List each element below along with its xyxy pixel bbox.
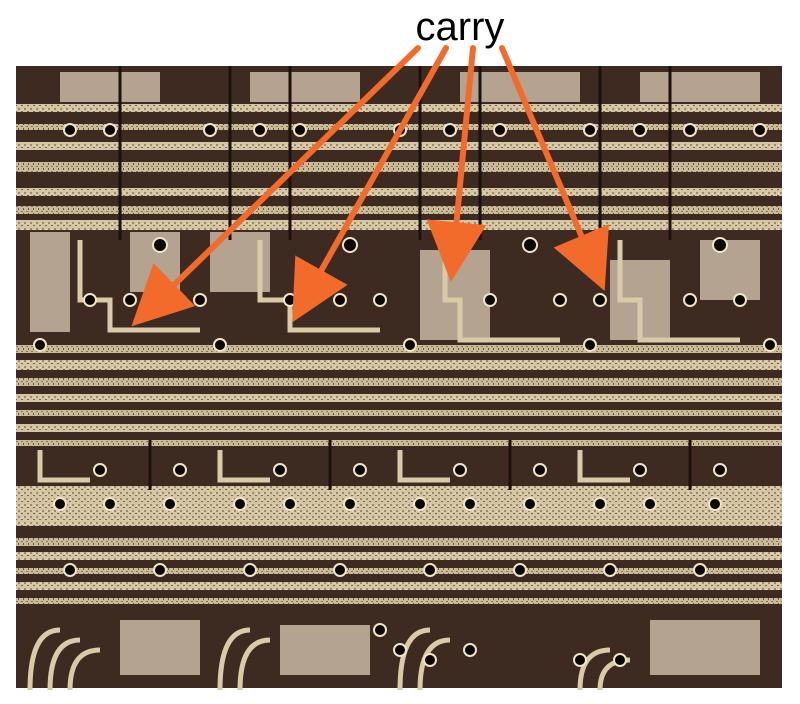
- vertical-traces: [118, 66, 692, 490]
- die-background: [16, 66, 782, 688]
- chip-micrograph: [16, 66, 782, 691]
- carry-arrow-4: [499, 45, 609, 292]
- metal-lines: [16, 104, 782, 604]
- carry-arrow-3: [426, 45, 487, 282]
- carry-arrow-1: [131, 45, 421, 327]
- carry-arrows: [131, 45, 609, 327]
- carry-label: carry: [416, 5, 505, 49]
- carry-arrow-2: [292, 45, 449, 323]
